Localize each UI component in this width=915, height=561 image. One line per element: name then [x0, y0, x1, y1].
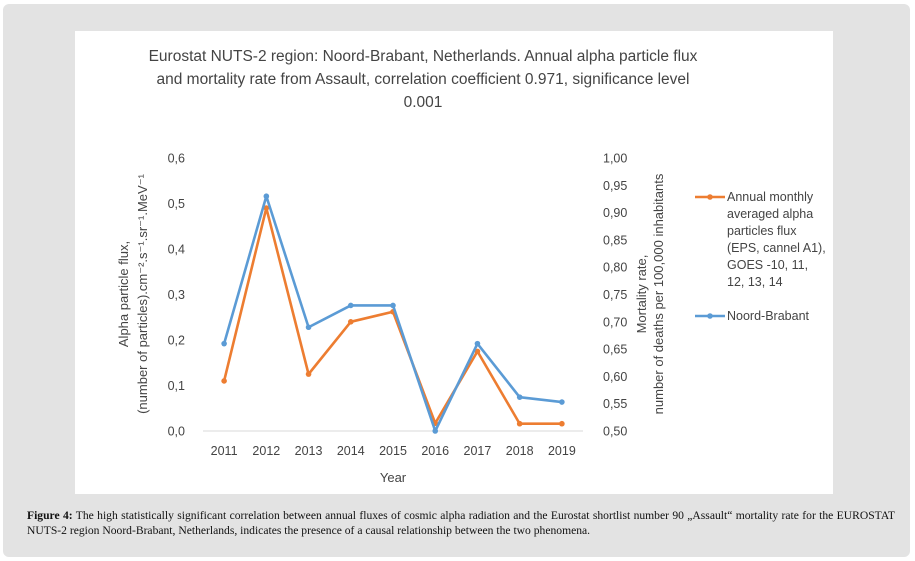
legend-label-line: Noord-Brabant [727, 309, 810, 323]
series-1-point [347, 302, 354, 309]
series-0-point [516, 420, 523, 427]
y-left-tick-label: 0,2 [168, 334, 185, 348]
y-left-tick-label: 0,0 [168, 425, 185, 439]
y-axis-right-ticks: 0,50 0,55 0,60 0,65 0,70 0,75 0,80 0,85 0,90 0,95… [603, 152, 627, 439]
x-tick-label: 2016 [421, 444, 449, 458]
series-0-point [263, 205, 270, 211]
y-left-tick-label: 0,5 [168, 197, 185, 211]
x-tick-label: 2018 [506, 444, 534, 458]
x-tick-label: 2019 [548, 444, 576, 458]
series-1-point [221, 340, 227, 347]
series-layer [221, 193, 565, 434]
series-0-point [474, 348, 481, 355]
legend: Annual monthly averaged alpha particles fl… [695, 190, 826, 323]
series-1-point [263, 193, 270, 200]
y-left-label-line: Alpha particle flux, [116, 241, 131, 347]
y-right-tick-label: 0,55 [603, 397, 627, 411]
line-chart: Eurostat NUTS-2 region: Noord-Brabant, N… [116, 48, 826, 485]
legend-label-line: averaged alpha [727, 207, 813, 221]
series-0-point [305, 371, 312, 377]
legend-label-line: Annual monthly [727, 190, 814, 204]
series-1-point [390, 302, 396, 309]
y-axis-left-ticks: 0,0 0,1 0,2 0,3 0,4 0,5 0,6 [168, 152, 185, 439]
x-axis-label: Year [380, 470, 407, 485]
y-right-tick-label: 0,70 [603, 315, 627, 329]
legend-label-line: (EPS, cannel A1), [727, 241, 826, 255]
series-1-point [305, 324, 312, 331]
figure-caption: Figure 4: The high statistically signifi… [27, 509, 895, 538]
series-1-point [474, 340, 481, 347]
legend-label-line: 12, 13, 14 [727, 275, 783, 289]
x-tick-label: 2012 [252, 444, 280, 458]
y-right-tick-label: 0,50 [603, 425, 627, 439]
series-1-point [516, 394, 523, 400]
series-0-point [559, 420, 565, 427]
series-0-point [221, 378, 227, 384]
series-0-point [347, 319, 354, 325]
x-tick-label: 2011 [211, 444, 238, 458]
y-left-tick-label: 0,4 [168, 243, 185, 257]
series-1-point [559, 399, 565, 405]
y-axis-left-label: Alpha particle flux, (number of particles… [116, 173, 150, 413]
caption-text: The high statistically significant corre… [27, 509, 895, 537]
chart-title-line: and mortality rate from Assault, correla… [156, 71, 689, 88]
chart-panel: Eurostat NUTS-2 region: Noord-Brabant, N… [75, 31, 833, 494]
y-axis-right-label: Mortality rate, number of deaths per 100,… [634, 173, 666, 414]
y-right-tick-label: 0,95 [603, 179, 627, 193]
x-tick-label: 2015 [379, 444, 407, 458]
x-tick-label: 2017 [464, 444, 492, 458]
y-right-tick-label: 1,00 [603, 152, 627, 166]
chart-title-line: 0.001 [404, 94, 443, 111]
y-right-label-line: Mortality rate, [634, 255, 649, 334]
y-right-tick-label: 0,85 [603, 233, 627, 247]
figure-frame: Eurostat NUTS-2 region: Noord-Brabant, N… [3, 4, 910, 557]
y-right-tick-label: 0,65 [603, 343, 627, 357]
legend-label-line: particles flux [727, 224, 797, 238]
y-left-tick-label: 0,1 [168, 379, 185, 393]
x-tick-label: 2014 [337, 444, 365, 458]
y-right-tick-label: 0,75 [603, 288, 627, 302]
x-tick-label: 2013 [295, 444, 323, 458]
series-1-point [432, 428, 439, 434]
chart-title: Eurostat NUTS-2 region: Noord-Brabant, N… [149, 48, 698, 111]
y-right-tick-label: 0,80 [603, 261, 627, 275]
y-left-tick-label: 0,3 [168, 288, 185, 302]
chart-title-line: Eurostat NUTS-2 region: Noord-Brabant, N… [149, 48, 698, 65]
y-right-tick-label: 0,60 [603, 370, 627, 384]
x-axis-ticks: 2011 2012 2013 2014 2015 2016 2017 2018 2019 [211, 444, 576, 458]
series-line-0 [222, 206, 562, 426]
legend-swatch-marker [707, 194, 713, 200]
legend-swatch-marker [707, 313, 713, 319]
y-right-tick-label: 0,90 [603, 206, 627, 220]
caption-label: Figure 4: [27, 509, 73, 522]
y-right-label-line: number of deaths per 100,000 inhabitants [651, 173, 666, 414]
y-left-label-line: (number of particles).cm⁻².s⁻¹.sr⁻¹.MeV⁻… [135, 173, 150, 413]
legend-label-line: GOES -10, 11, [727, 258, 808, 272]
y-left-tick-label: 0,6 [168, 152, 185, 166]
